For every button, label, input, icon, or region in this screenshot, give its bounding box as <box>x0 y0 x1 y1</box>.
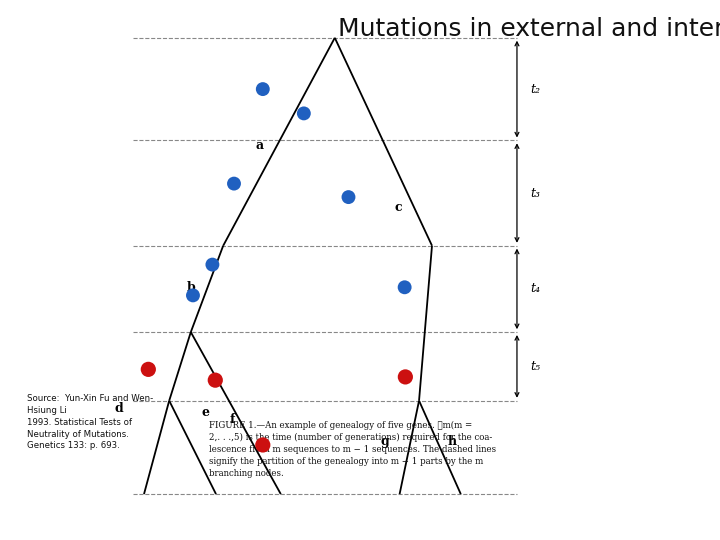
Text: Mutations in external and internal branches: Mutations in external and internal branc… <box>338 17 720 41</box>
Point <box>210 376 221 384</box>
Point <box>257 85 269 93</box>
Text: f: f <box>230 413 235 426</box>
Point <box>298 109 310 118</box>
Text: c: c <box>395 201 402 214</box>
Point <box>257 441 269 449</box>
Point <box>143 365 154 374</box>
Text: a: a <box>255 139 264 152</box>
Text: t₄: t₄ <box>530 282 540 295</box>
Point <box>187 291 199 300</box>
Text: h: h <box>448 435 456 448</box>
Point <box>343 193 354 201</box>
Text: e: e <box>202 406 210 419</box>
Text: t₃: t₃ <box>530 186 540 200</box>
Text: t₂: t₂ <box>530 83 540 96</box>
Point <box>228 179 240 188</box>
Text: g: g <box>381 435 390 448</box>
Point <box>399 283 410 292</box>
Point <box>400 373 411 381</box>
Text: t₅: t₅ <box>530 360 540 373</box>
Text: Source:  Yun-Xin Fu and Wen-
Hsiung Li
1993. Statistical Tests of
Neutrality of : Source: Yun-Xin Fu and Wen- Hsiung Li 19… <box>27 394 153 450</box>
Text: b: b <box>186 281 195 294</box>
Text: FIGURE 1.—An example of genealogy of five genes. ℓm(m =
2,. . .,5) is the time (: FIGURE 1.—An example of genealogy of fiv… <box>209 421 496 478</box>
Point <box>207 260 218 269</box>
Text: d: d <box>114 402 123 415</box>
